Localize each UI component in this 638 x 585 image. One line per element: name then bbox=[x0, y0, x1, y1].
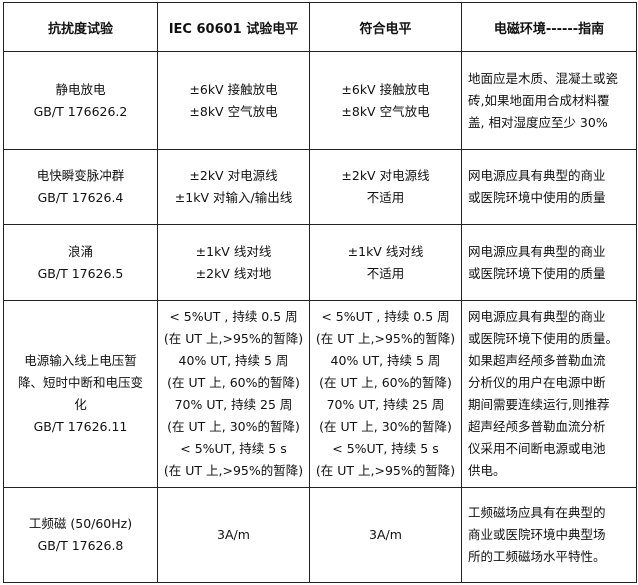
cell-line: 或医院环境下使用的质量 bbox=[468, 265, 606, 281]
cell-line: 或医院环境下使用的质量。 bbox=[468, 331, 619, 346]
cell-line: GB/T 17626.4 bbox=[37, 190, 124, 205]
cell-guide: 网电源应具有典型的商业 或医院环境下使用的质量 bbox=[461, 224, 637, 301]
cell-line: 降、短时中断和电压变 bbox=[17, 375, 143, 390]
cell-line: 工频磁 (50/60Hz) bbox=[28, 516, 133, 531]
cell-comp: 3A/m bbox=[309, 487, 462, 583]
cell-line: 网电源应具有典型的商业 bbox=[468, 309, 606, 324]
cell-comp: < 5%UT , 持续 0.5 周 (在 UT 上,>95%的暂降) 40% UT,… bbox=[309, 300, 462, 488]
cell-line: 不适用 bbox=[366, 265, 405, 281]
cell-line: ±8kV 空气放电 bbox=[189, 103, 278, 119]
cell-test: 浪涌 GB/T 17626.5 bbox=[3, 224, 158, 301]
table-row: 电快瞬变脉冲群 GB/T 17626.4 ±2kV 对电源线 ±1kV 对输入/输出线… bbox=[3, 149, 637, 225]
cell-line: 70% UT, 持续 25 周 bbox=[174, 397, 293, 412]
cell-line: 静电放电 bbox=[55, 81, 106, 97]
cell-line: ±2kV 线对地 bbox=[195, 265, 272, 281]
cell-line: GB/T 17626.11 bbox=[33, 419, 128, 434]
cell-line: 盖, 相对湿度应至少 30% bbox=[468, 114, 608, 130]
cell-guide: 网电源应具有典型的商业 或医院环境中使用的质量 bbox=[461, 149, 637, 225]
cell-comp: ±2kV 对电源线 不适用 bbox=[309, 149, 462, 225]
cell-line: (在 UT 上, 60%的暂降) bbox=[167, 375, 300, 390]
cell-line: 商业或医院环境中典型场 bbox=[468, 527, 606, 542]
cell-iec: ±1kV 线对线 ±2kV 线对地 bbox=[157, 224, 310, 301]
cell-line: 不适用 bbox=[366, 190, 405, 205]
cell-line: ±8kV 空气放电 bbox=[341, 103, 430, 119]
cell-line: ±2kV 对电源线 bbox=[341, 168, 430, 183]
cell-line: (在 UT 上, 60%的暂降) bbox=[319, 375, 452, 390]
cell-line: < 5%UT , 持续 0.5 周 bbox=[321, 309, 450, 324]
cell-line: 砖,如果地面用合成材料覆 bbox=[468, 92, 610, 108]
cell-guide: 网电源应具有典型的商业 或医院环境下使用的质量。 如果超声经颅多普勒血流 分析仪的用户… bbox=[461, 300, 637, 488]
cell-guide: 工频磁场应具有在典型的 商业或医院环境中典型场 所的工频磁场水平特性。 bbox=[461, 487, 637, 583]
cell-line: (在 UT 上, 30%的暂降) bbox=[319, 419, 452, 434]
cell-line: 网电源应具有典型的商业 bbox=[468, 168, 606, 183]
cell-line: 所的工频磁场水平特性。 bbox=[468, 549, 606, 564]
cell-line: 网电源应具有典型的商业 bbox=[468, 243, 606, 259]
cell-line: ±6kV 接触放电 bbox=[341, 81, 430, 97]
cell-line: < 5%UT, 持续 5 s bbox=[180, 441, 287, 456]
cell-line: 40% UT, 持续 5 周 bbox=[178, 353, 289, 368]
cell-line: (在 UT 上,>95%的暂降) bbox=[315, 331, 456, 346]
cell-line: 工频磁场应具有在典型的 bbox=[468, 505, 606, 520]
cell-line: 期间需要连续运行,则推荐 bbox=[468, 397, 610, 412]
cell-test: 静电放电 GB/T 176626.2 bbox=[3, 51, 158, 150]
table-row: 浪涌 GB/T 17626.5 ±1kV 线对线 ±2kV 线对地 ±1kV 线对线 不适… bbox=[3, 224, 637, 301]
cell-line: 供电。 bbox=[468, 463, 506, 478]
cell-line: < 5%UT, 持续 5 s bbox=[332, 441, 439, 456]
cell-line: 电源输入线上电压暂 bbox=[24, 353, 137, 368]
table-row: 静电放电 GB/T 176626.2 ±6kV 接触放电 ±8kV 空气放电 ±6kV … bbox=[3, 51, 637, 150]
cell-iec: < 5%UT , 持续 0.5 周 (在 UT 上,>95%的暂降) 40% UT,… bbox=[157, 300, 310, 488]
cell-line: (在 UT 上, 30%的暂降) bbox=[167, 419, 300, 434]
cell-line: 40% UT, 持续 5 周 bbox=[330, 353, 441, 368]
cell-line: 分析仪的用户在电源中断 bbox=[468, 375, 606, 390]
cell-line: ±2kV 对电源线 bbox=[189, 168, 278, 183]
cell-line: 3A/m bbox=[217, 527, 250, 542]
cell-iec: ±2kV 对电源线 ±1kV 对输入/输出线 bbox=[157, 149, 310, 225]
header-guidance: 电磁环境------指南 bbox=[461, 2, 637, 52]
cell-line: 如果超声经颅多普勒血流 bbox=[468, 353, 606, 368]
table-row: 电源输入线上电压暂 降、短时中断和电压变化 GB/T 17626.11 < 5%UT … bbox=[3, 300, 637, 488]
cell-test: 电源输入线上电压暂 降、短时中断和电压变化 GB/T 17626.11 bbox=[3, 300, 158, 488]
cell-test: 工频磁 (50/60Hz) GB/T 17626.8 bbox=[3, 487, 158, 583]
header-iec-level: IEC 60601 试验电平 bbox=[157, 2, 310, 52]
cell-line: 地面应是木质、混凝土或瓷 bbox=[468, 70, 619, 86]
cell-comp: ±6kV 接触放电 ±8kV 空气放电 bbox=[309, 51, 462, 150]
cell-line: 70% UT, 持续 25 周 bbox=[326, 397, 445, 412]
cell-line: 电快瞬变脉冲群 bbox=[36, 168, 125, 183]
table-row: 工频磁 (50/60Hz) GB/T 17626.8 3A/m 3A/m 工频磁场应具有… bbox=[3, 487, 637, 583]
cell-line: 3A/m bbox=[369, 527, 402, 542]
header-compliance-level: 符合电平 bbox=[309, 2, 462, 52]
cell-line: 仪采用不间断电源或电池 bbox=[468, 441, 606, 456]
cell-line: 或医院环境中使用的质量 bbox=[468, 190, 606, 205]
cell-line: 化 bbox=[74, 397, 87, 412]
cell-line: ±6kV 接触放电 bbox=[189, 81, 278, 97]
cell-line: 超声经颅多普勒血流分析 bbox=[468, 419, 606, 434]
cell-test: 电快瞬变脉冲群 GB/T 17626.4 bbox=[3, 149, 158, 225]
cell-guide: 地面应是木质、混凝土或瓷 砖,如果地面用合成材料覆 盖, 相对湿度应至少 30% bbox=[461, 51, 637, 150]
header-test: 抗扰度试验 bbox=[3, 2, 158, 52]
cell-line: ±1kV 线对线 bbox=[195, 243, 272, 259]
immunity-table: 抗扰度试验 IEC 60601 试验电平 符合电平 电磁环境------指南 静… bbox=[3, 2, 637, 583]
cell-iec: 3A/m bbox=[157, 487, 310, 583]
cell-line: ±1kV 线对线 bbox=[347, 243, 424, 259]
cell-line: < 5%UT , 持续 0.5 周 bbox=[169, 309, 298, 324]
cell-line: GB/T 176626.2 bbox=[33, 103, 128, 119]
cell-line: (在 UT 上,>95%的暂降) bbox=[315, 463, 456, 478]
cell-line: GB/T 17626.5 bbox=[37, 265, 124, 281]
cell-iec: ±6kV 接触放电 ±8kV 空气放电 bbox=[157, 51, 310, 150]
cell-comp: ±1kV 线对线 不适用 bbox=[309, 224, 462, 301]
cell-line: GB/T 17626.8 bbox=[37, 538, 124, 553]
cell-line: (在 UT 上,>95%的暂降) bbox=[163, 463, 304, 478]
cell-line: ±1kV 对输入/输出线 bbox=[174, 190, 293, 205]
cell-line: 浪涌 bbox=[67, 243, 93, 259]
cell-line: (在 UT 上,>95%的暂降) bbox=[163, 331, 304, 346]
